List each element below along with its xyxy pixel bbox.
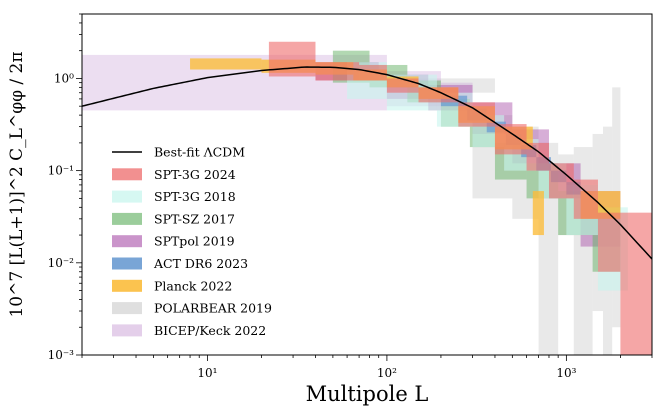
legend-entry: Best-fit ΛCDM: [112, 145, 245, 160]
legend-entry: POLARBEAR 2019: [112, 301, 272, 316]
series-spt-3g-2024: [268, 41, 652, 355]
legend-swatch: [112, 168, 142, 181]
legend-entry: Planck 2022: [112, 278, 232, 293]
y-tick-label: 10⁰: [54, 71, 74, 85]
legend-entry: SPT-3G 2024: [112, 167, 236, 182]
y-tick-label: 10⁻³: [48, 348, 75, 362]
legend-label: Best-fit ΛCDM: [154, 145, 245, 160]
best-fit-layer: [82, 66, 652, 260]
data-box: [597, 212, 621, 272]
data-box: [597, 191, 621, 219]
legend-entry: SPT-SZ 2017: [112, 211, 235, 226]
legend-swatch: [112, 212, 142, 225]
legend: Best-fit ΛCDM SPT-3G 2024 SPT-3G 2018 SPT-S…: [112, 145, 272, 338]
legend-label: SPT-3G 2024: [154, 167, 236, 182]
data-box: [458, 102, 495, 127]
data-box: [268, 41, 316, 77]
data-box: [386, 78, 419, 93]
x-axis-label: Multipole L: [306, 382, 429, 406]
legend-entry: ACT DR6 2023: [112, 256, 248, 271]
x-tick-label: 10²: [377, 366, 397, 380]
series-layer: [82, 41, 652, 355]
legend-swatch: [112, 235, 142, 248]
y-axis-label: 10^7 [L(L+1)]^2 C_L^φφ / 2π: [7, 51, 27, 317]
legend-label: POLARBEAR 2019: [154, 301, 272, 316]
legend-swatch: [112, 324, 142, 337]
legend-label: BICEP/Keck 2022: [154, 323, 266, 338]
y-tick-label: 10⁻²: [48, 256, 75, 270]
legend-label: SPT-SZ 2017: [154, 211, 235, 226]
data-box: [418, 87, 459, 103]
best-fit-line: [82, 66, 652, 260]
legend-label: SPTpol 2019: [154, 234, 235, 249]
plot-frame: [81, 13, 653, 356]
legend-swatch: [112, 257, 142, 270]
legend-label: Planck 2022: [154, 278, 232, 293]
y-tick-label: 10⁻¹: [48, 164, 74, 178]
legend-swatch: [112, 190, 142, 203]
ticks-layer: 10¹ 10² 10³ 10⁻³ 10⁻² 10⁻¹ 10⁰: [48, 13, 653, 380]
legend-entry: SPTpol 2019: [112, 234, 235, 249]
legend-entry: BICEP/Keck 2022: [112, 323, 266, 338]
data-box: [494, 124, 527, 155]
x-tick-label: 10¹: [197, 366, 217, 380]
data-box: [190, 58, 262, 70]
data-box: [526, 142, 549, 171]
legend-label: SPT-3G 2018: [154, 189, 236, 204]
data-box: [620, 212, 652, 355]
data-box: [315, 62, 360, 81]
data-box: [548, 163, 574, 199]
legend-swatch: [112, 302, 142, 315]
legend-label: ACT DR6 2023: [153, 256, 248, 271]
legend-swatch: [112, 279, 142, 292]
data-box: [532, 191, 544, 236]
x-tick-label: 10³: [556, 366, 576, 380]
legend-entry: SPT-3G 2018: [112, 189, 236, 204]
